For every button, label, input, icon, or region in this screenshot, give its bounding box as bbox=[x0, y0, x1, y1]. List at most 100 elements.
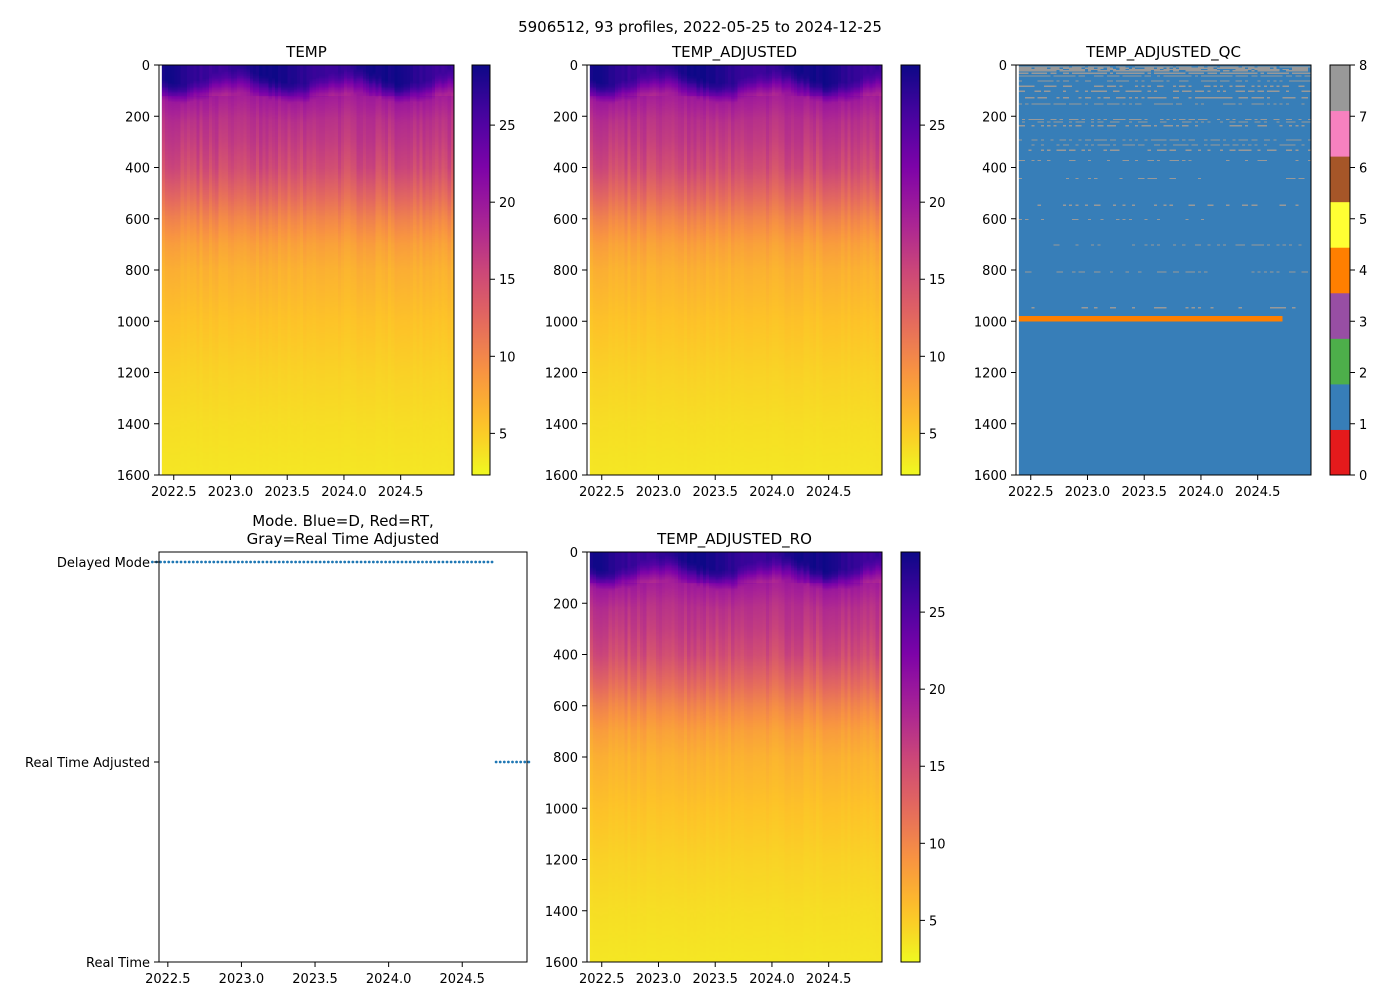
y-tick-label: 1000 bbox=[545, 802, 578, 817]
mode-point bbox=[502, 760, 506, 764]
axes-title: TEMP bbox=[285, 43, 327, 61]
mode-point bbox=[326, 560, 330, 564]
y-tick-label: 400 bbox=[125, 162, 150, 177]
colorbar-tick-label: 5 bbox=[1359, 213, 1367, 228]
colorbar-tick-label: 5 bbox=[929, 427, 937, 442]
mode-point bbox=[429, 560, 433, 564]
y-tick-label: 600 bbox=[553, 213, 578, 228]
mode-point bbox=[322, 560, 326, 564]
colorbar-segment bbox=[1330, 156, 1350, 203]
mode-point bbox=[515, 760, 518, 764]
y-tick-label: 1200 bbox=[974, 367, 1007, 382]
x-tick-label: 2023.0 bbox=[636, 485, 682, 500]
mode-point bbox=[310, 560, 314, 564]
colorbar-tick-label: 3 bbox=[1359, 315, 1367, 330]
mode-point bbox=[466, 560, 469, 564]
mode-point bbox=[261, 560, 265, 564]
mode-point bbox=[159, 560, 162, 564]
mode-point bbox=[204, 560, 207, 564]
x-tick-label: 2024.5 bbox=[378, 485, 424, 500]
mode-point bbox=[363, 560, 367, 564]
colorbar-segment bbox=[1330, 201, 1350, 248]
mode-point bbox=[343, 560, 347, 564]
x-tick-label: 2023.5 bbox=[692, 485, 738, 500]
mode-point bbox=[150, 560, 154, 564]
y-tick-label: 1600 bbox=[974, 469, 1007, 484]
y-tick-label: Real Time Adjusted bbox=[25, 756, 150, 771]
y-tick-label: 0 bbox=[142, 59, 150, 74]
colorbar-frame bbox=[471, 64, 491, 476]
colorbar-segment bbox=[1330, 65, 1350, 112]
colorbar-gradient bbox=[472, 65, 490, 475]
heatmap-temp_adjusted_ro bbox=[589, 552, 882, 962]
colorbar-tick-label: 5 bbox=[499, 427, 507, 442]
axes-title-line: Mode. Blue=D, Red=RT, bbox=[252, 512, 434, 530]
x-tick-label: 2023.5 bbox=[692, 972, 738, 987]
mode-point bbox=[453, 560, 457, 564]
axes-title-line: Gray=Real Time Adjusted bbox=[247, 530, 440, 548]
x-tick-label: 2022.5 bbox=[1008, 485, 1054, 500]
colorbar-tick-label: 1 bbox=[1359, 418, 1367, 433]
mode-point bbox=[388, 560, 392, 564]
mode-point bbox=[228, 560, 232, 564]
mode-point bbox=[220, 560, 224, 564]
y-tick-label: 400 bbox=[982, 162, 1007, 177]
y-tick-label: 400 bbox=[553, 649, 578, 664]
y-tick-label: 1200 bbox=[545, 367, 578, 382]
mode-point bbox=[195, 560, 199, 564]
x-tick-label: 2022.5 bbox=[145, 972, 191, 987]
colorbar-tick-label: 20 bbox=[499, 196, 516, 211]
mode-point bbox=[265, 560, 269, 564]
mode-point bbox=[527, 760, 531, 764]
mode-point bbox=[449, 560, 453, 564]
mode-point bbox=[416, 560, 420, 564]
y-tick-label: 1000 bbox=[974, 315, 1007, 330]
mode-point bbox=[232, 560, 236, 564]
mode-point bbox=[224, 560, 228, 564]
y-tick-label: 1400 bbox=[545, 418, 578, 433]
y-tick-label: Real Time bbox=[86, 956, 150, 971]
mode-point bbox=[318, 560, 322, 564]
mode-point bbox=[371, 560, 375, 564]
mode-point bbox=[486, 560, 490, 564]
mode-point bbox=[412, 560, 416, 564]
colorbar-tick-label: 6 bbox=[1359, 162, 1367, 177]
x-tick-label: 2023.5 bbox=[292, 972, 338, 987]
colorbar-tick-label: 2 bbox=[1359, 367, 1367, 382]
mode-point bbox=[331, 560, 334, 564]
y-tick-label: 1200 bbox=[545, 854, 578, 869]
mode-point bbox=[470, 560, 473, 564]
mode-point bbox=[163, 560, 167, 564]
colorbar-tick-label: 15 bbox=[929, 760, 946, 775]
mode-point bbox=[281, 560, 285, 564]
figure-title: 5906512, 93 profiles, 2022-05-25 to 2024… bbox=[518, 18, 882, 36]
mode-point bbox=[380, 560, 383, 564]
mode-point bbox=[523, 760, 527, 764]
y-tick-label: 200 bbox=[553, 110, 578, 125]
mode-point bbox=[167, 560, 171, 564]
mode-point bbox=[277, 560, 281, 564]
x-tick-label: 2023.5 bbox=[1121, 485, 1167, 500]
x-tick-label: 2022.5 bbox=[579, 485, 625, 500]
mode-point bbox=[339, 560, 343, 564]
mode-point bbox=[269, 560, 273, 564]
mode-point bbox=[482, 560, 486, 564]
mode-point bbox=[408, 560, 412, 564]
axes-title: TEMP_ADJUSTED_RO bbox=[656, 530, 812, 549]
x-tick-label: 2024.0 bbox=[366, 972, 412, 987]
mode-point bbox=[286, 560, 289, 564]
colorbar-tick-label: 15 bbox=[499, 273, 516, 288]
mode-point bbox=[478, 560, 482, 564]
y-tick-label: 1000 bbox=[117, 315, 150, 330]
mode-point bbox=[445, 560, 449, 564]
x-tick-label: 2024.0 bbox=[749, 972, 795, 987]
mode-point bbox=[314, 560, 318, 564]
axes-title: Mode. Blue=D, Red=RT, Gray=Real Time Adju… bbox=[247, 512, 440, 548]
y-tick-label: 600 bbox=[125, 213, 150, 228]
colorbar-segment bbox=[1330, 247, 1350, 294]
mode-point bbox=[302, 560, 306, 564]
colorbar-tick-label: 15 bbox=[929, 273, 946, 288]
mode-point bbox=[376, 560, 379, 564]
